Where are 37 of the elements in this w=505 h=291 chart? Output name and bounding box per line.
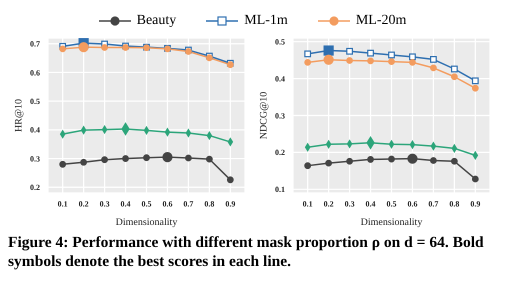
caption: Figure 4: Performance with different mask proportion ρ on d = 64. Bold symbols denote the best scores in each line. bbox=[8, 233, 485, 271]
y-axis-title: NDCG@10 bbox=[258, 92, 270, 140]
y-tick-label: 0.4 bbox=[275, 74, 285, 84]
x-tick-label: 0.7 bbox=[183, 200, 194, 209]
legend-label: ML-20m bbox=[356, 13, 406, 29]
x-tick-label: 0.7 bbox=[428, 200, 438, 209]
y-tick-label: 0.2 bbox=[275, 148, 285, 158]
x-tick-label: 0.1 bbox=[58, 200, 68, 209]
legend-label: Beauty bbox=[136, 13, 176, 29]
x-tick-label: 0.3 bbox=[100, 200, 110, 209]
y-tick-label: 0.3 bbox=[275, 111, 285, 120]
x-tick-label: 0.6 bbox=[407, 200, 418, 209]
legend-label: ML-1m bbox=[244, 13, 288, 29]
y-tick-label: 0.6 bbox=[30, 68, 40, 78]
y-tick-label: 0.5 bbox=[275, 38, 285, 47]
y-axis-title: HR@10 bbox=[14, 98, 25, 132]
y-tick-label: 0.2 bbox=[30, 183, 40, 192]
y-tick-label: 0.5 bbox=[30, 96, 40, 106]
x-tick-label: 0.9 bbox=[470, 200, 480, 209]
x-tick-label: 0.5 bbox=[386, 200, 396, 209]
x-tick-label: 0.1 bbox=[302, 200, 313, 209]
x-axis-title: Dimensionality bbox=[116, 217, 178, 228]
x-tick-label: 0.8 bbox=[449, 200, 460, 209]
x-tick-label: 0.2 bbox=[324, 200, 334, 209]
x-tick-label: 0.4 bbox=[366, 200, 376, 209]
x-tick-label: 0.3 bbox=[344, 200, 355, 209]
x-tick-label: 0.5 bbox=[142, 200, 152, 209]
y-tick-label: 0.7 bbox=[30, 40, 40, 49]
x-tick-label: 0.4 bbox=[120, 200, 131, 209]
x-tick-label: 0.6 bbox=[162, 200, 172, 209]
x-tick-label: 0.2 bbox=[78, 200, 89, 209]
y-tick-label: 0.3 bbox=[30, 154, 40, 164]
x-axis-title: Dimensionality bbox=[360, 217, 422, 228]
y-tick-label: 0.1 bbox=[275, 185, 285, 194]
y-tick-label: 0.4 bbox=[30, 126, 40, 135]
x-tick-label: 0.8 bbox=[204, 200, 214, 209]
x-tick-label: 0.9 bbox=[225, 200, 236, 209]
